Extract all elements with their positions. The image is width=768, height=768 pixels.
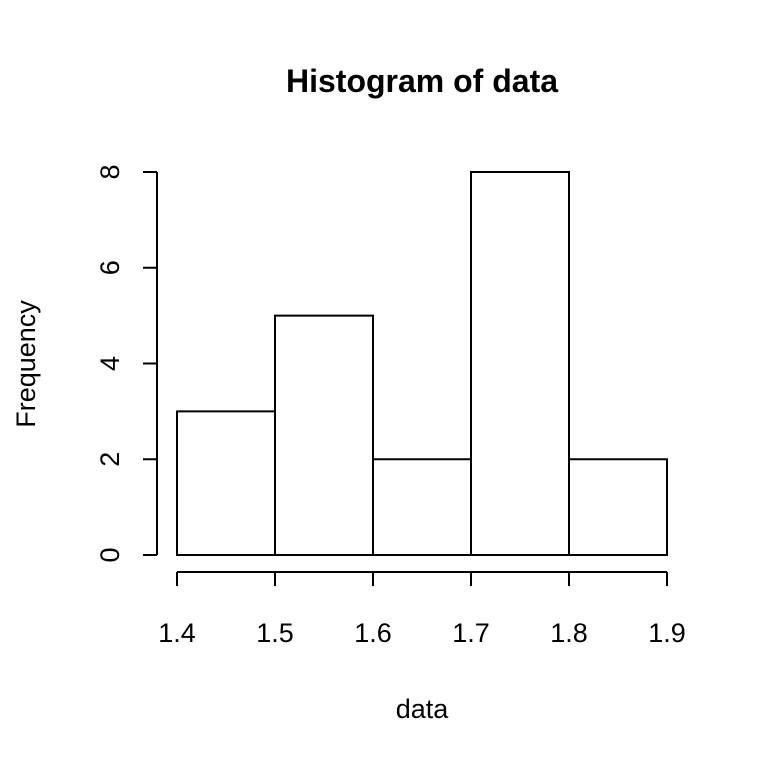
y-axis-label: Frequency xyxy=(11,300,41,428)
y-tick-label: 0 xyxy=(95,547,125,562)
bars-group xyxy=(176,171,668,556)
histogram-bar-4 xyxy=(470,171,570,556)
y-tick-label: 6 xyxy=(95,260,125,275)
y-axis: 0 2 4 6 8 xyxy=(95,164,158,563)
x-tick-label: 1.8 xyxy=(550,618,588,648)
y-tick-label: 2 xyxy=(95,452,125,467)
y-tick-label: 4 xyxy=(95,356,125,371)
x-tick-label: 1.4 xyxy=(158,618,196,648)
histogram-bar-3 xyxy=(372,458,472,556)
x-tick-label: 1.6 xyxy=(354,618,392,648)
y-tick-label: 8 xyxy=(95,164,125,179)
histogram-bar-2 xyxy=(274,314,374,556)
histogram-bar-5 xyxy=(568,458,668,556)
histogram-bar-1 xyxy=(176,410,276,556)
x-tick-label: 1.7 xyxy=(452,618,490,648)
chart-title: Histogram of data xyxy=(286,63,558,99)
x-tick-label: 1.5 xyxy=(256,618,294,648)
x-axis-label: data xyxy=(396,694,450,724)
x-axis: 1.4 1.5 1.6 1.7 1.8 1.9 xyxy=(158,571,686,648)
x-tick-label: 1.9 xyxy=(648,618,686,648)
